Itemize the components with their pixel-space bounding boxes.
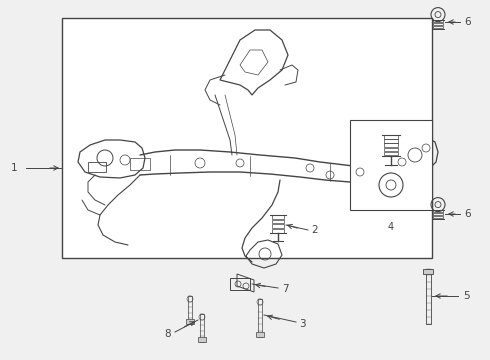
Bar [272, 220, 284, 224]
Bar [384, 139, 398, 143]
Text: 3: 3 [299, 319, 305, 329]
Bar [433, 20, 443, 22]
Bar [258, 299, 262, 337]
Bar [433, 216, 443, 219]
Bar [188, 296, 192, 324]
Text: 8: 8 [165, 329, 172, 339]
Bar [384, 152, 398, 156]
Text: 6: 6 [465, 209, 471, 219]
Text: 6: 6 [465, 17, 471, 27]
Bar [433, 23, 443, 26]
Bar [198, 337, 206, 342]
Text: 4: 4 [388, 222, 394, 232]
Bar [272, 229, 284, 233]
Bar [186, 319, 194, 324]
Bar [272, 224, 284, 228]
Bar [272, 215, 284, 219]
Text: 1: 1 [11, 163, 17, 173]
Bar [433, 213, 443, 215]
Bar [384, 135, 398, 139]
Bar [88, 162, 106, 172]
Bar [423, 269, 433, 274]
Bar [350, 120, 432, 210]
Bar [130, 158, 150, 170]
Bar [384, 143, 398, 147]
Bar [256, 332, 264, 337]
Bar [433, 210, 443, 212]
Text: 5: 5 [463, 291, 469, 301]
Text: 7: 7 [282, 284, 288, 294]
Text: 2: 2 [312, 225, 318, 235]
Bar [62, 18, 432, 258]
Bar [384, 148, 398, 151]
Bar [433, 26, 443, 28]
Bar [425, 269, 431, 324]
Bar [200, 314, 204, 342]
